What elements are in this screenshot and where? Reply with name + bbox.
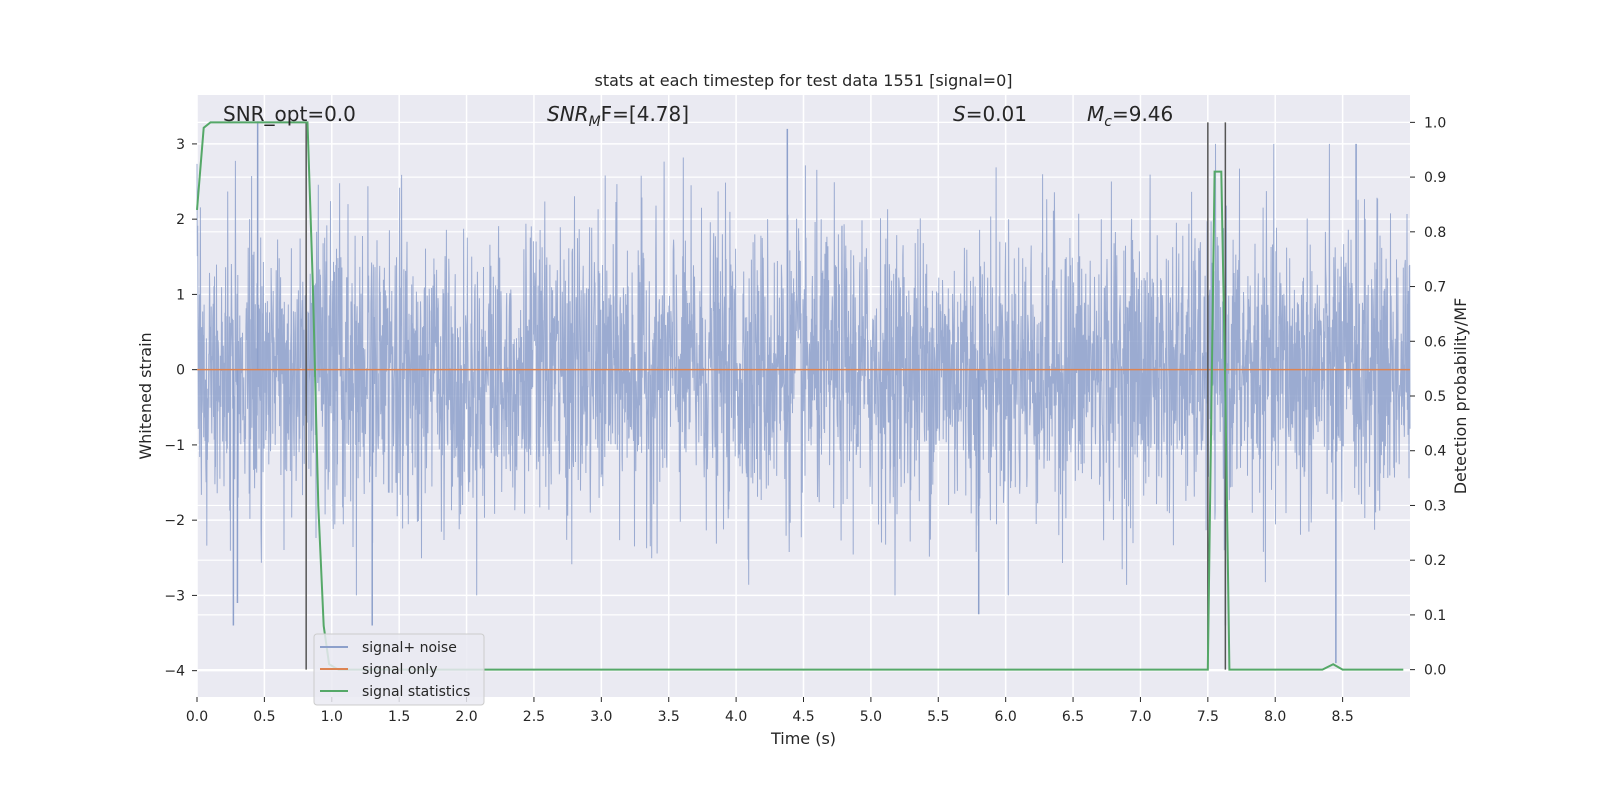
y-right-tick-label: 0.5 [1424, 389, 1446, 405]
y-right-tick-label: 0.7 [1424, 280, 1446, 296]
annotation-snr-mf: SNRMF=[4.78] [547, 102, 689, 130]
x-tick-label: 1.0 [321, 709, 343, 725]
axes: 0.0 0.5 1.0 1.5 2.0 2.5 3.0 3.5 4.0 4.5 5.0 5.5 6.0 6… [164, 115, 1446, 725]
annotation-snr-mf-rest: F=[4.78] [601, 102, 689, 126]
x-tick-label: 5.0 [860, 709, 882, 725]
x-tick-label: 4.0 [725, 709, 747, 725]
y-axis-label: Whitened strain [136, 332, 155, 459]
legend: signal+ noise signal only signal statistic… [313, 633, 485, 706]
annotation-mc-rest: =9.46 [1112, 102, 1173, 126]
annotation-s-rest: =0.01 [966, 102, 1027, 126]
annotation-snr-mf-sub: M [589, 114, 601, 130]
y-tick-label: 3 [176, 137, 185, 153]
annotation-mc-sub: c [1104, 114, 1112, 130]
annotation-snr-opt: SNR_opt=0.0 [223, 102, 356, 126]
y-tick-label: −3 [164, 588, 185, 604]
annotation-mc: Mc=9.46 [1087, 102, 1173, 130]
x-axis-label: Time (s) [770, 729, 836, 748]
x-tick-label: 8.5 [1331, 709, 1353, 725]
annotation-s: S=0.01 [953, 102, 1027, 126]
x-tick-label: 3.5 [658, 709, 680, 725]
y-right-tick-label: 0.4 [1424, 444, 1446, 460]
x-tick-label: 8.0 [1264, 709, 1286, 725]
y-axis-right-label: Detection probability/MF [1451, 298, 1470, 495]
y-tick-label: 1 [176, 287, 185, 303]
y-right-tick-label: 0.8 [1424, 225, 1446, 241]
y-right-tick-label: 0.3 [1424, 498, 1446, 514]
x-tick-label: 0.0 [186, 709, 208, 725]
y-tick-label: 2 [176, 212, 185, 228]
annotations: SNR_opt=0.0 SNRMF=[4.78] S=0.01 Mc=9.46 [223, 102, 1173, 130]
x-tick-label: 6.5 [1062, 709, 1084, 725]
x-tick-label: 6.0 [995, 709, 1017, 725]
signal-statistics-line [196, 121, 1404, 671]
legend-label: signal+ noise [362, 640, 457, 656]
x-tick-label: 5.5 [927, 709, 949, 725]
series-lines [196, 121, 1410, 671]
chart-title: stats at each timestep for test data 155… [594, 71, 1012, 90]
x-tick-label: 2.5 [523, 709, 545, 725]
y-right-tick-label: 0.2 [1424, 553, 1446, 569]
legend-label: signal only [362, 662, 437, 678]
x-tick-label: 4.5 [792, 709, 814, 725]
x-tick-label: 7.5 [1197, 709, 1219, 725]
y-right-tick-label: 0.1 [1424, 608, 1446, 624]
y-tick-label: −4 [164, 664, 185, 680]
y-right-tick-label: 0.0 [1424, 663, 1446, 679]
annotation-snr-mf-main: SNR [547, 102, 589, 126]
legend-label: signal statistics [362, 684, 470, 700]
x-tick-label: 0.5 [253, 709, 275, 725]
y-right-tick-label: 1.0 [1424, 115, 1446, 131]
x-tick-label: 2.0 [455, 709, 477, 725]
y-right-tick-label: 0.6 [1424, 334, 1446, 350]
x-tick-label: 1.5 [388, 709, 410, 725]
y-tick-label: 0 [176, 363, 185, 379]
legend-box [313, 633, 485, 706]
x-tick-label: 7.0 [1129, 709, 1151, 725]
y-tick-label: −1 [164, 438, 185, 454]
annotation-mc-main: M [1087, 102, 1104, 126]
y-tick-label: −2 [164, 513, 185, 529]
x-tick-label: 3.0 [590, 709, 612, 725]
y-right-tick-label: 0.9 [1424, 170, 1446, 186]
annotation-s-main: S [953, 102, 966, 126]
